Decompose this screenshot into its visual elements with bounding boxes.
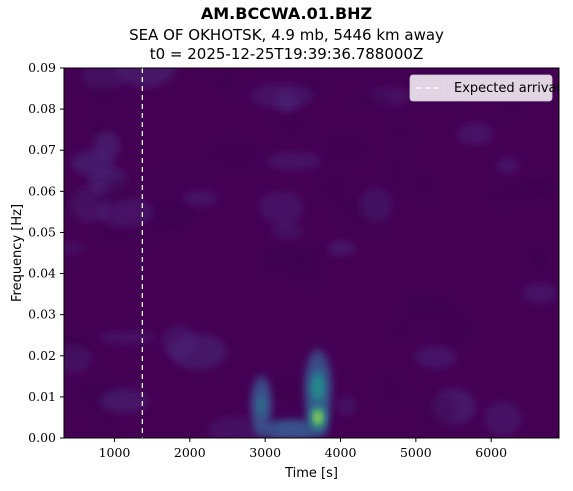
texture-patch bbox=[266, 151, 322, 171]
y-tick-label: 0.08 bbox=[28, 101, 56, 116]
y-tick-label: 0.00 bbox=[28, 430, 56, 445]
texture-patch bbox=[412, 174, 434, 199]
chart-subtitle-event: SEA OF OKHOTSK, 4.9 mb, 5446 km away bbox=[129, 26, 444, 44]
x-tick-label: 1000 bbox=[99, 445, 131, 460]
texture-patch bbox=[207, 416, 264, 438]
chart-title: AM.BCCWA.01.BHZ bbox=[200, 4, 373, 23]
texture-patch bbox=[321, 174, 349, 206]
texture-patch bbox=[484, 401, 522, 437]
texture-patch bbox=[250, 83, 314, 109]
texture-patch bbox=[71, 150, 114, 176]
texture-patch bbox=[457, 122, 493, 146]
x-tick-label: 2000 bbox=[174, 445, 206, 460]
texture-patch bbox=[354, 92, 392, 108]
texture-patch bbox=[64, 242, 85, 255]
y-tick-label: 0.09 bbox=[28, 60, 56, 75]
texture-patch bbox=[279, 376, 305, 401]
x-tick-label: 4000 bbox=[325, 445, 357, 460]
texture-patch bbox=[271, 221, 303, 240]
texture-patch bbox=[262, 245, 322, 274]
legend-label: Expected arrival bbox=[454, 81, 560, 96]
spectrogram-texture bbox=[64, 68, 558, 438]
texture-patch bbox=[92, 224, 155, 241]
texture-patch bbox=[435, 309, 465, 340]
texture-patch bbox=[118, 68, 176, 88]
texture-patch bbox=[528, 247, 550, 270]
texture-patch bbox=[107, 178, 133, 201]
y-tick-label: 0.03 bbox=[28, 307, 56, 322]
y-axis: 0.00 0.01 0.02 0.03 0.04 0.05 0.06 0.07 0.08 0.09 bbox=[28, 60, 64, 445]
texture-patch bbox=[382, 154, 411, 190]
energy-blob bbox=[314, 378, 322, 399]
texture-patch bbox=[272, 116, 314, 136]
x-tick-label: 5000 bbox=[400, 445, 432, 460]
x-axis: 1000 2000 3000 4000 5000 6000 bbox=[99, 438, 507, 460]
legend: Expected arrival bbox=[409, 74, 560, 102]
texture-patch bbox=[259, 190, 304, 225]
texture-patch bbox=[335, 396, 357, 416]
texture-patch bbox=[64, 344, 92, 374]
texture-patch bbox=[359, 187, 393, 223]
energy-layer bbox=[251, 349, 332, 438]
energy-blob bbox=[315, 413, 321, 422]
y-tick-label: 0.04 bbox=[28, 266, 56, 281]
y-tick-label: 0.05 bbox=[28, 224, 56, 239]
texture-patch bbox=[417, 393, 458, 427]
texture-patch bbox=[497, 157, 519, 174]
energy-blob bbox=[258, 397, 264, 413]
texture-patch bbox=[90, 83, 120, 103]
texture-patch bbox=[384, 118, 414, 143]
y-tick-label: 0.06 bbox=[28, 183, 56, 198]
energy-blob bbox=[282, 427, 301, 433]
texture-patch bbox=[322, 133, 369, 162]
legend-box bbox=[409, 74, 553, 102]
texture-patch bbox=[391, 320, 412, 339]
y-axis-label: Frequency [Hz] bbox=[10, 204, 25, 302]
chart-subtitle-t0: t0 = 2025-12-25T19:39:36.788000Z bbox=[149, 45, 424, 63]
plot-frame bbox=[63, 67, 560, 439]
texture-patch bbox=[98, 331, 156, 344]
x-tick-label: 6000 bbox=[475, 445, 507, 460]
x-axis-label: Time [s] bbox=[284, 466, 338, 481]
texture-patch bbox=[145, 198, 196, 229]
texture-patch bbox=[327, 241, 356, 255]
texture-patch bbox=[488, 186, 520, 205]
texture-patch bbox=[414, 346, 457, 369]
texture-patch bbox=[522, 283, 558, 304]
texture-patch bbox=[402, 294, 435, 315]
texture-patch bbox=[208, 141, 261, 166]
texture-patch bbox=[82, 68, 127, 92]
texture-patch bbox=[162, 324, 196, 359]
texture-patch bbox=[98, 388, 149, 413]
texture-patch bbox=[490, 98, 529, 116]
texture-patch bbox=[183, 190, 218, 207]
texture-patch bbox=[85, 119, 127, 138]
texture-patch bbox=[216, 68, 239, 94]
texture-patch bbox=[150, 169, 206, 186]
y-tick-label: 0.01 bbox=[28, 389, 56, 404]
texture-patch bbox=[375, 373, 406, 406]
y-tick-label: 0.02 bbox=[28, 348, 56, 363]
texture-patch bbox=[517, 176, 557, 201]
x-tick-label: 3000 bbox=[249, 445, 281, 460]
y-tick-label: 0.07 bbox=[28, 142, 56, 157]
